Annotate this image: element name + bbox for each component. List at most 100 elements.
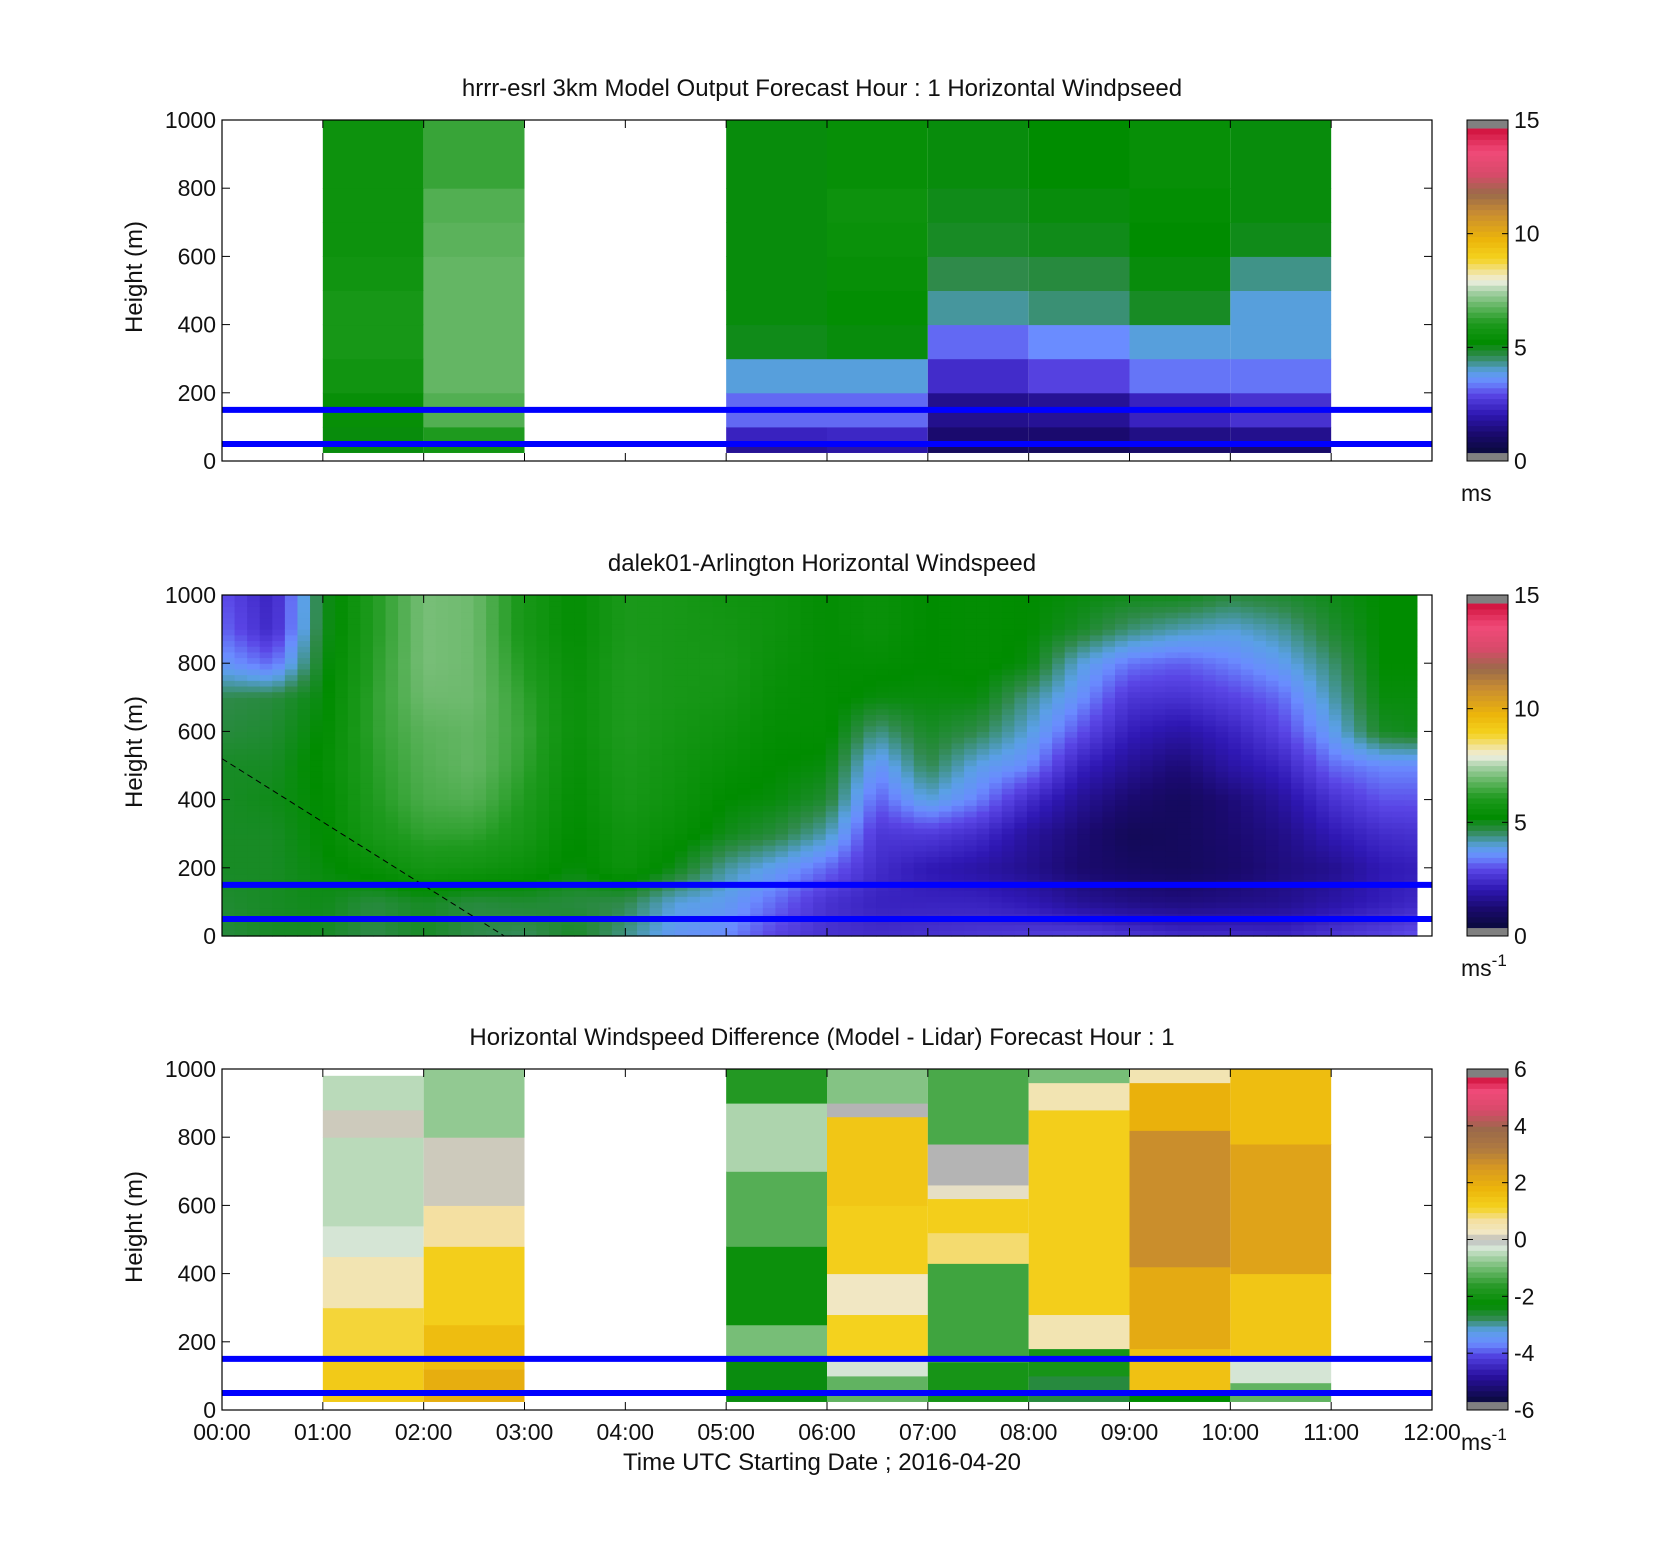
- lidar-cell: [511, 691, 525, 698]
- lidar-cell: [1026, 822, 1041, 829]
- lidar-cell: [1152, 776, 1166, 784]
- lidar-cell: [1190, 805, 1204, 812]
- lidar-cell: [800, 606, 814, 613]
- lidar-cell: [473, 714, 487, 721]
- lidar-cell: [460, 720, 475, 727]
- lidar-cell: [222, 845, 236, 852]
- lidar-cell: [523, 924, 538, 931]
- lidar-cell: [549, 856, 563, 863]
- model-cell: [423, 324, 525, 360]
- lidar-cell: [1014, 793, 1028, 801]
- lidar-cell: [1215, 668, 1229, 676]
- lidar-cell: [888, 731, 902, 738]
- lidar-cell: [775, 651, 789, 659]
- lidar-cell: [825, 930, 839, 937]
- lidar-cell: [800, 691, 814, 698]
- lidar-cell: [498, 697, 512, 704]
- lidar-cell: [599, 765, 613, 772]
- lidar-cell: [1177, 765, 1192, 772]
- lidar-cell: [448, 833, 462, 840]
- lidar-cell: [222, 776, 236, 784]
- lidar-cell: [347, 896, 361, 903]
- lidar-cell: [1215, 833, 1229, 840]
- lidar-cell: [322, 822, 336, 829]
- lidar-cell: [372, 759, 387, 767]
- lidar-cell: [938, 930, 953, 937]
- lidar-cell: [599, 924, 613, 931]
- lidar-cell: [523, 810, 538, 818]
- lidar-cell: [234, 828, 248, 835]
- lidar-cell: [511, 759, 525, 767]
- lidar-cell: [1115, 691, 1129, 698]
- lidar-cell: [448, 810, 462, 818]
- lidar-cell: [247, 742, 261, 750]
- lidar-cell: [423, 742, 437, 750]
- lidar-cell: [699, 600, 714, 607]
- lidar-cell: [624, 708, 638, 715]
- lidar-cell: [611, 765, 626, 772]
- lidar-cell: [1001, 657, 1015, 664]
- lidar-cell: [938, 793, 953, 801]
- lidar-cell: [850, 720, 865, 727]
- lidar-cell: [964, 862, 978, 869]
- lidar-cell: [976, 765, 990, 772]
- lidar-cell: [687, 771, 701, 778]
- lidar-cell: [662, 776, 676, 784]
- lidar-cell: [234, 862, 248, 869]
- lidar-cell: [938, 617, 953, 625]
- lidar-cell: [322, 702, 336, 710]
- lidar-cell: [976, 646, 990, 653]
- lidar-cell: [649, 663, 663, 670]
- lidar-cell: [1203, 845, 1217, 852]
- lidar-cell: [989, 691, 1003, 698]
- lidar-cell: [637, 901, 651, 909]
- lidar-cell: [800, 708, 814, 715]
- lidar-cell: [662, 606, 676, 613]
- lidar-cell: [662, 702, 676, 710]
- lidar-cell: [473, 828, 487, 835]
- lidar-cell: [222, 901, 236, 909]
- lidar-cell: [536, 606, 550, 613]
- lidar-cell: [687, 748, 701, 755]
- lidar-cell: [1001, 873, 1015, 880]
- lidar-cell: [787, 748, 802, 755]
- lidar-cell: [662, 918, 676, 926]
- lidar-cell: [662, 816, 676, 823]
- lidar-cell: [473, 805, 487, 812]
- lidar-cell: [473, 697, 487, 704]
- lidar-cell: [335, 850, 349, 858]
- lidar-cell: [901, 816, 915, 823]
- lidar-cell: [1177, 810, 1192, 818]
- lidar-cell: [272, 742, 286, 750]
- lidar-cell: [1014, 651, 1028, 659]
- lidar-cell: [372, 720, 387, 727]
- lidar-cell: [234, 657, 248, 664]
- lidar-cell: [574, 788, 588, 795]
- lidar-cell: [410, 771, 424, 778]
- lidar-cell: [951, 839, 965, 846]
- lidar-cell: [599, 759, 613, 767]
- lidar-cell: [322, 595, 336, 602]
- lidar-cell: [649, 776, 663, 784]
- lidar-cell: [1140, 930, 1154, 937]
- lidar-cell: [649, 862, 663, 869]
- lidar-cell: [523, 708, 538, 715]
- lidar-cell: [1064, 634, 1078, 642]
- lidar-cell: [825, 765, 839, 772]
- lidar-cell: [800, 782, 814, 789]
- lidar-cell: [1026, 737, 1041, 744]
- lidar-cell: [674, 595, 688, 602]
- lidar-cell: [787, 805, 802, 812]
- lidar-cell: [1052, 657, 1066, 664]
- lidar-cell: [800, 822, 814, 829]
- lidar-cell: [662, 890, 676, 897]
- lidar-cell: [1014, 788, 1028, 795]
- lidar-cell: [901, 788, 915, 795]
- lidar-cell: [574, 833, 588, 840]
- lidar-cell: [775, 663, 789, 670]
- lidar-cell: [423, 680, 437, 687]
- lidar-cell: [284, 595, 299, 602]
- lidar-cell: [876, 612, 890, 619]
- lidar-cell: [1026, 634, 1041, 642]
- lidar-cell: [486, 793, 500, 801]
